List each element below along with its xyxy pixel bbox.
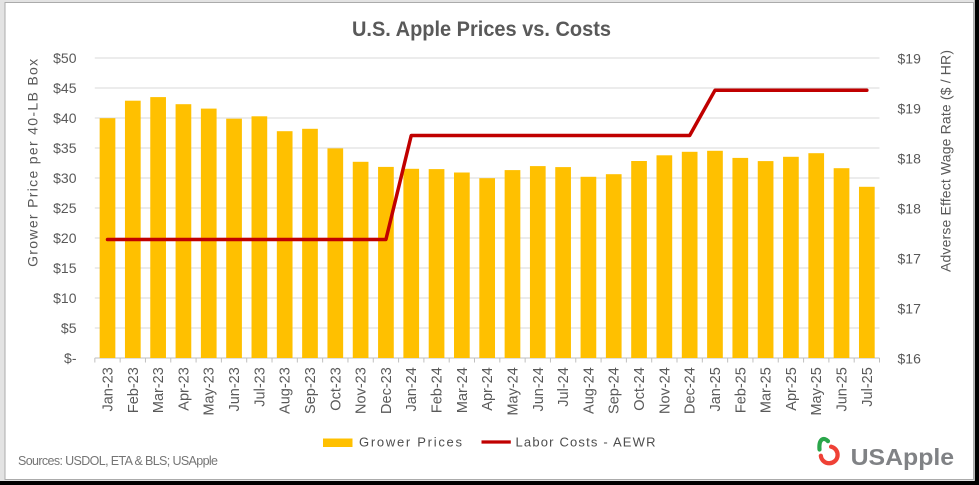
svg-text:U.S. Apple Prices vs. Costs: U.S. Apple Prices vs. Costs: [352, 18, 611, 41]
svg-text:Jul-25: Jul-25: [860, 367, 876, 407]
svg-text:Mar-23: Mar-23: [151, 367, 167, 413]
svg-text:May-23: May-23: [202, 367, 218, 415]
svg-text:May-24: May-24: [505, 367, 521, 415]
svg-text:Mar-24: Mar-24: [455, 367, 471, 413]
svg-text:Jul-23: Jul-23: [252, 367, 268, 407]
svg-text:$19: $19: [898, 100, 922, 116]
svg-text:Apr-24: Apr-24: [480, 367, 496, 411]
svg-text:Feb-25: Feb-25: [733, 367, 749, 413]
svg-text:Dec-24: Dec-24: [683, 367, 699, 414]
svg-text:$-: $-: [64, 350, 77, 366]
svg-text:$16: $16: [898, 350, 922, 366]
svg-text:Jan-25: Jan-25: [708, 367, 724, 411]
svg-text:Sep-23: Sep-23: [303, 367, 319, 414]
svg-text:$25: $25: [53, 200, 77, 216]
svg-text:$19: $19: [898, 50, 922, 66]
svg-text:Apr-23: Apr-23: [176, 367, 192, 411]
svg-text:Aug-24: Aug-24: [581, 367, 597, 414]
svg-text:Labor Costs - AEWR: Labor Costs - AEWR: [516, 435, 656, 450]
svg-text:Feb-23: Feb-23: [126, 367, 142, 413]
svg-text:$35: $35: [53, 140, 77, 156]
svg-text:$18: $18: [898, 150, 922, 166]
svg-text:Jun-24: Jun-24: [531, 367, 547, 411]
svg-text:$10: $10: [53, 290, 77, 306]
svg-text:Sep-24: Sep-24: [607, 367, 623, 414]
svg-text:$40: $40: [53, 110, 77, 126]
svg-text:Oct-23: Oct-23: [328, 367, 344, 411]
svg-text:Sources: USDOL, ETA & BLS; USA: Sources: USDOL, ETA & BLS; USApple: [18, 454, 218, 468]
svg-text:$20: $20: [53, 230, 77, 246]
svg-text:Aug-23: Aug-23: [278, 367, 294, 414]
svg-text:Feb-24: Feb-24: [430, 367, 446, 413]
svg-text:$30: $30: [53, 170, 77, 186]
svg-text:$15: $15: [53, 260, 77, 276]
svg-text:Mar-25: Mar-25: [759, 367, 775, 413]
svg-text:Apr-25: Apr-25: [784, 367, 800, 411]
svg-text:Jun-25: Jun-25: [835, 367, 851, 411]
svg-text:Oct-24: Oct-24: [632, 367, 648, 411]
svg-text:$50: $50: [53, 50, 77, 66]
svg-text:Dec-23: Dec-23: [379, 367, 395, 414]
svg-text:May-25: May-25: [809, 367, 825, 415]
svg-text:Nov-23: Nov-23: [354, 367, 370, 414]
svg-text:$17: $17: [898, 300, 922, 316]
svg-text:Jun-23: Jun-23: [227, 367, 243, 411]
svg-text:Grower Price per 40-LB Box: Grower Price per 40-LB Box: [25, 59, 41, 267]
svg-text:Nov-24: Nov-24: [657, 367, 673, 414]
svg-text:Adverse Effect Wage Rate ($ /: Adverse Effect Wage Rate ($ / HR): [938, 50, 954, 272]
svg-text:Jan-23: Jan-23: [101, 367, 117, 411]
svg-text:Jan-24: Jan-24: [404, 367, 420, 411]
svg-text:$45: $45: [53, 80, 77, 96]
svg-text:$17: $17: [898, 250, 922, 266]
svg-text:$5: $5: [61, 320, 77, 336]
svg-text:USApple: USApple: [851, 444, 955, 470]
svg-text:$18: $18: [898, 200, 922, 216]
svg-text:Jul-24: Jul-24: [556, 367, 572, 407]
